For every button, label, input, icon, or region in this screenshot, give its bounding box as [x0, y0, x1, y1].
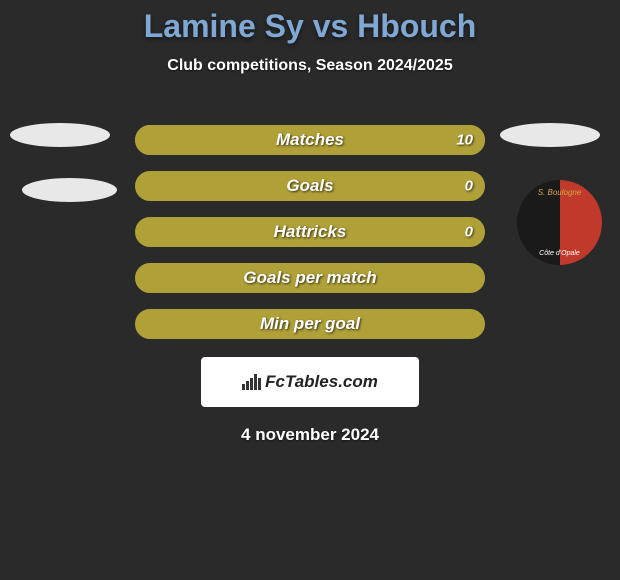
- bar-value-right: 0: [465, 224, 473, 241]
- comparison-subtitle: Club competitions, Season 2024/2025: [0, 57, 620, 75]
- stat-bar-row: Matches 10: [135, 125, 485, 155]
- bar-label: Goals: [286, 176, 333, 196]
- bar-value-right: 0: [465, 178, 473, 195]
- stat-bar-row: Goals per match: [135, 263, 485, 293]
- bar-label: Min per goal: [260, 314, 360, 334]
- bar-label: Hattricks: [274, 222, 347, 242]
- fctables-logo: FcTables.com: [201, 357, 419, 407]
- badge-text-bottom: Côte d'Opale: [517, 250, 602, 257]
- club-badge: S. Boulogne Côte d'Opale: [517, 180, 602, 265]
- left-player-marker-1: [10, 123, 110, 147]
- bar-value-right: 10: [456, 132, 473, 149]
- stat-bar-row: Hattricks 0: [135, 217, 485, 247]
- logo-label: FcTables.com: [265, 372, 378, 392]
- bar-label: Matches: [276, 130, 344, 150]
- right-player-marker: [500, 123, 600, 147]
- bar-label: Goals per match: [243, 268, 376, 288]
- chart-icon: [242, 374, 261, 390]
- date-line: 4 november 2024: [0, 425, 620, 445]
- stats-bars: Matches 10 Goals 0 Hattricks 0 Goals per match…: [135, 125, 485, 339]
- logo-text: FcTables.com: [242, 372, 378, 392]
- comparison-title: Lamine Sy vs Hbouch: [0, 0, 620, 45]
- left-player-marker-2: [22, 178, 117, 202]
- stat-bar-row: Goals 0: [135, 171, 485, 201]
- badge-text-top: S. Boulogne: [517, 188, 602, 197]
- stat-bar-row: Min per goal: [135, 309, 485, 339]
